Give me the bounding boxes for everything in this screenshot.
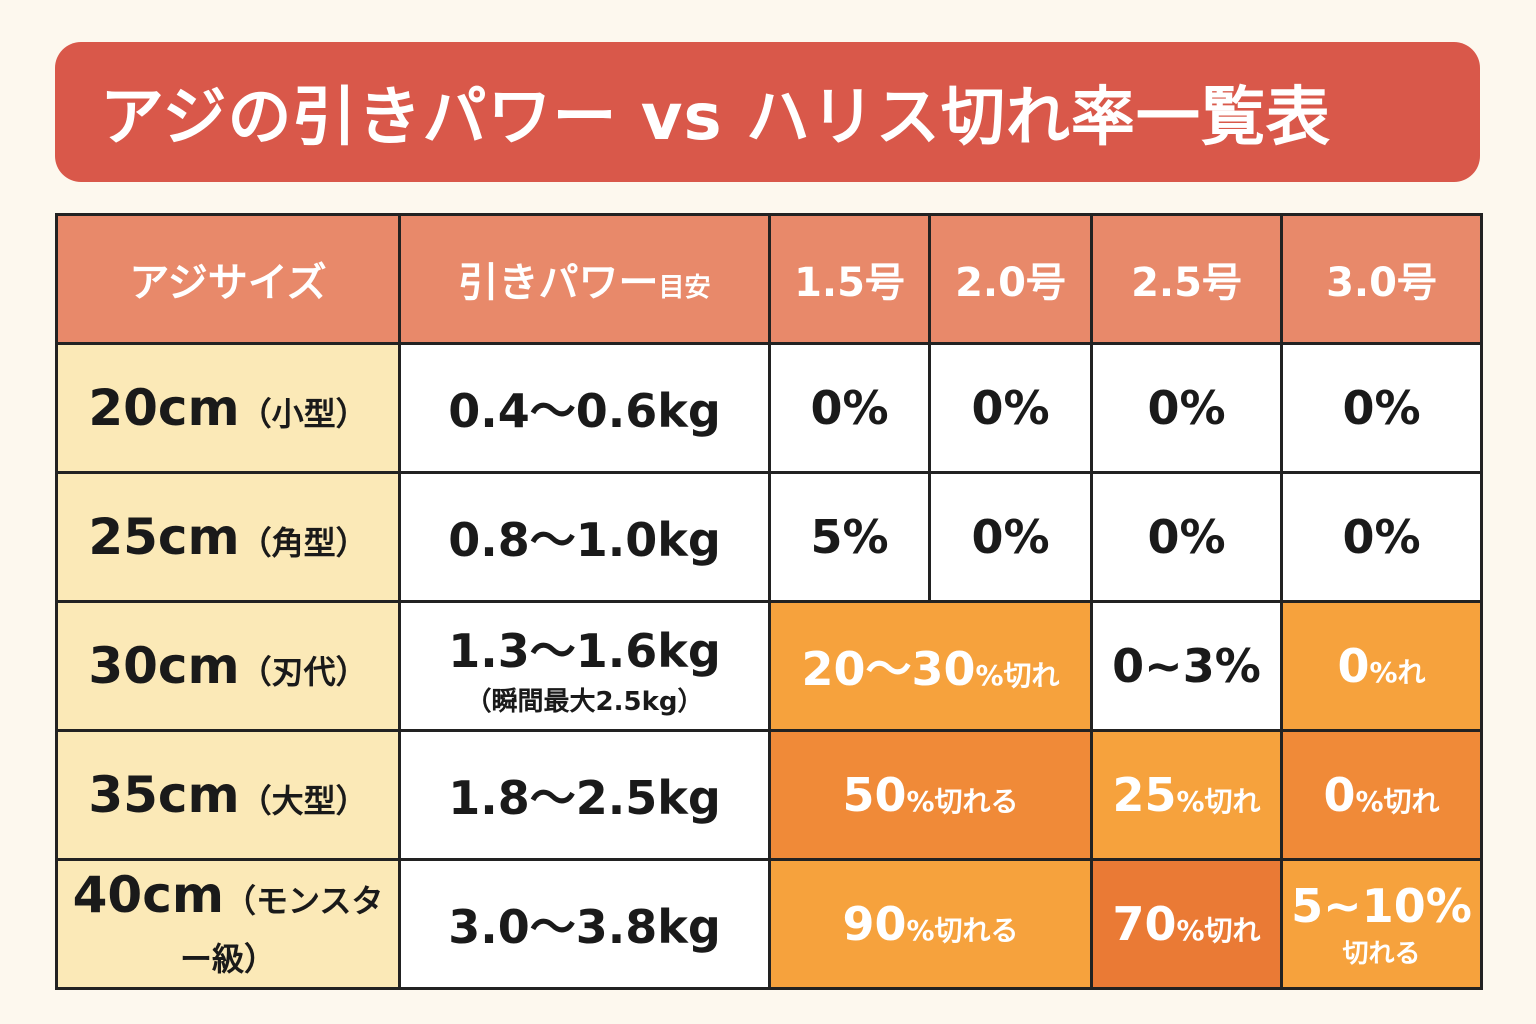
size: 30cm bbox=[88, 637, 240, 695]
rate-cell: 25%切れ bbox=[1090, 729, 1283, 861]
size: 20cm bbox=[88, 379, 240, 437]
rate-cell: 5% bbox=[768, 471, 931, 603]
header-cell: アジサイズ bbox=[55, 213, 401, 345]
rate-cell: 0% bbox=[1280, 342, 1483, 474]
size-note: （大型） bbox=[239, 782, 368, 820]
table: アジサイズ 引きパワー目安 1.5号 2.0号 2.5号 3.0号 20cm（小… bbox=[55, 213, 1483, 990]
rate-suffix: %切れ bbox=[1176, 785, 1261, 818]
rate-suffix: %れ bbox=[1369, 656, 1426, 689]
rate-suffix: %切れ bbox=[1355, 785, 1440, 818]
header-cell: 2.5号 bbox=[1090, 213, 1283, 345]
size-cell: 40cm（モンスター級） bbox=[55, 858, 401, 990]
size: 25cm bbox=[88, 508, 240, 566]
size-note: （角型） bbox=[239, 524, 368, 562]
title: アジの引きパワー vs ハリス切れ率一覧表 bbox=[55, 42, 1480, 182]
rate-cell: 0% bbox=[928, 342, 1093, 474]
rate-cell: 0% bbox=[1280, 471, 1483, 603]
row: 35cm（大型） 1.8〜2.5kg 50%切れる 25%切れ 0%切れ bbox=[55, 729, 1483, 861]
power-cell: 3.0〜3.8kg bbox=[398, 858, 771, 990]
rate-cell: 0~3% bbox=[1090, 600, 1283, 732]
rate: 0 bbox=[1323, 768, 1356, 822]
rate: 5~10% bbox=[1291, 878, 1472, 933]
rate-cell: 20〜30%切れ bbox=[768, 600, 1093, 732]
power-cell: 1.8〜2.5kg bbox=[398, 729, 771, 861]
rate-cell: 0% bbox=[1090, 342, 1283, 474]
rate: 25 bbox=[1112, 768, 1177, 822]
header-cell: 3.0号 bbox=[1280, 213, 1483, 345]
size-cell: 25cm（角型） bbox=[55, 471, 401, 603]
row: 40cm（モンスター級） 3.0〜3.8kg 90%切れる 70%切れ 5~10… bbox=[55, 858, 1483, 990]
rate: 50 bbox=[842, 768, 907, 822]
size-note: （小型） bbox=[239, 395, 368, 433]
rate-cell: 0% bbox=[1090, 471, 1283, 603]
rate-cell: 5~10% 切れる bbox=[1280, 858, 1483, 990]
rate-cell: 0% bbox=[768, 342, 931, 474]
rate-suffix: %切れ bbox=[1176, 914, 1261, 947]
rate: 0 bbox=[1337, 639, 1370, 693]
size-cell: 30cm（刃代） bbox=[55, 600, 401, 732]
header-cell: 引きパワー目安 bbox=[398, 213, 771, 345]
power-cell: 1.3〜1.6kg （瞬間最大2.5kg） bbox=[398, 600, 771, 732]
rate-suffix: 切れる bbox=[1342, 938, 1421, 969]
rate-cell: 0%れ bbox=[1280, 600, 1483, 732]
rate-cell: 50%切れる bbox=[768, 729, 1093, 861]
row: 25cm（角型） 0.8〜1.0kg 5% 0% 0% 0% bbox=[55, 471, 1483, 603]
power: 1.3〜1.6kg bbox=[448, 623, 721, 678]
header-cell: 1.5号 bbox=[768, 213, 931, 345]
rate-suffix: %切れ bbox=[975, 659, 1060, 692]
row: 30cm（刃代） 1.3〜1.6kg （瞬間最大2.5kg） 20〜30%切れ 0… bbox=[55, 600, 1483, 732]
rate: 20〜30 bbox=[801, 642, 976, 696]
header-row: アジサイズ 引きパワー目安 1.5号 2.0号 2.5号 3.0号 bbox=[55, 213, 1483, 345]
header-note: 目安 bbox=[658, 273, 711, 303]
header-cell: 2.0号 bbox=[928, 213, 1093, 345]
size-note: （刃代） bbox=[239, 653, 368, 691]
rate-suffix: %切れる bbox=[906, 785, 1019, 818]
power-note: （瞬間最大2.5kg） bbox=[465, 686, 704, 717]
rate-cell: 70%切れ bbox=[1090, 858, 1283, 990]
size: 40cm bbox=[72, 866, 224, 924]
power-cell: 0.4〜0.6kg bbox=[398, 342, 771, 474]
power-cell: 0.8〜1.0kg bbox=[398, 471, 771, 603]
rate-cell: 0%切れ bbox=[1280, 729, 1483, 861]
rate-suffix: %切れる bbox=[906, 914, 1019, 947]
header-text: 引きパワー bbox=[458, 260, 659, 306]
size-cell: 20cm（小型） bbox=[55, 342, 401, 474]
rate: 70 bbox=[1112, 897, 1177, 951]
row: 20cm（小型） 0.4〜0.6kg 0% 0% 0% 0% bbox=[55, 342, 1483, 474]
size: 35cm bbox=[88, 766, 240, 824]
rate: 90 bbox=[842, 897, 907, 951]
rate-cell: 0% bbox=[928, 471, 1093, 603]
rate-cell: 90%切れる bbox=[768, 858, 1093, 990]
size-note: （モンスター級） bbox=[179, 882, 384, 978]
size-cell: 35cm（大型） bbox=[55, 729, 401, 861]
